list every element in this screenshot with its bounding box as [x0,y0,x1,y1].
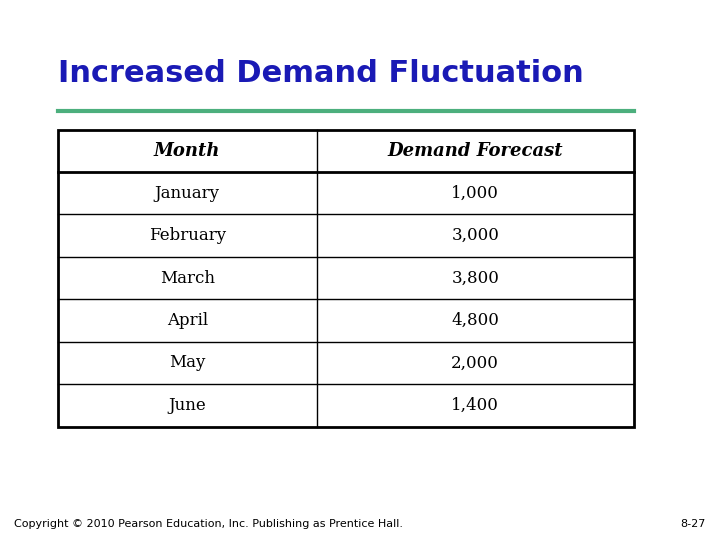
Text: June: June [168,397,206,414]
Text: 3,000: 3,000 [451,227,499,244]
Text: January: January [155,185,220,202]
Text: Copyright © 2010 Pearson Education, Inc. Publishing as Prentice Hall.: Copyright © 2010 Pearson Education, Inc.… [14,519,403,529]
Text: Month: Month [154,142,220,160]
Text: Increased Demand Fluctuation: Increased Demand Fluctuation [58,59,583,89]
Bar [58,130,634,427]
Text: 8-27: 8-27 [680,519,706,529]
Text: 1,000: 1,000 [451,185,499,202]
Text: Demand Forecast: Demand Forecast [387,142,563,160]
Text: 1,400: 1,400 [451,397,499,414]
Text: February: February [148,227,226,244]
Text: May: May [169,354,205,372]
Text: March: March [160,269,215,287]
Text: 2,000: 2,000 [451,354,499,372]
Text: 4,800: 4,800 [451,312,499,329]
Text: 3,800: 3,800 [451,269,499,287]
Text: April: April [166,312,208,329]
